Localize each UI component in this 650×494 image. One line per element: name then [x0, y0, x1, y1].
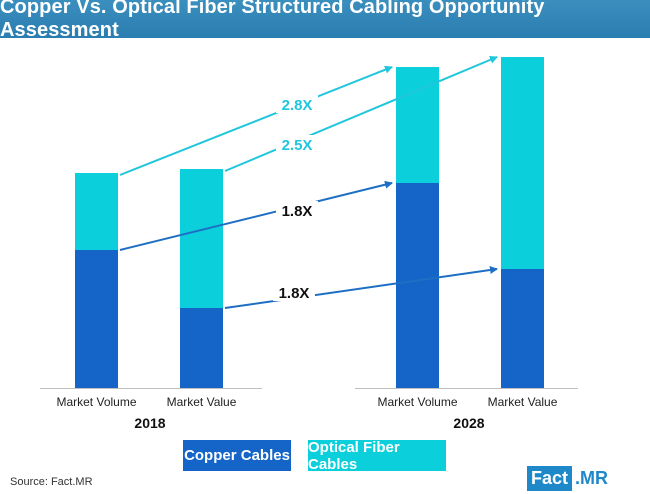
growth-label-0: 2.8X [282, 97, 313, 114]
bar-copper-2 [396, 183, 439, 388]
group-label-2018: 2018 [134, 415, 165, 431]
growth-arrow-1 [224, 56, 498, 172]
growth-label-bg-0 [276, 95, 318, 113]
stacked-bar-chart: Market Volume Market Value Market Volume Ma… [40, 56, 578, 431]
growth-label-3: 1.8X [279, 285, 310, 302]
growth-label-bg-3 [273, 283, 315, 301]
category-label-1: Market Value [167, 395, 237, 409]
chart-title: Copper Vs. Optical Fiber Structured Cabl… [0, 0, 650, 41]
bar-copper-3 [501, 269, 544, 388]
source-note: Source: Fact.MR [10, 476, 93, 488]
legend: Copper Cables Optical Fiber Cables [0, 439, 650, 473]
bar-fiber-1 [180, 169, 223, 308]
bar-fiber-2 [396, 67, 439, 183]
category-label-0: Market Volume [56, 395, 136, 409]
legend-item-optical-fiber-cables: Optical Fiber Cables [308, 439, 446, 473]
category-label-3: Market Value [488, 395, 558, 409]
growth-label-bg-2 [276, 201, 318, 219]
growth-label-2: 1.8X [282, 203, 313, 220]
growth-label-1: 2.5X [282, 137, 313, 154]
bar-copper-1 [180, 308, 223, 388]
growth-arrow-2 [119, 180, 393, 251]
growth-arrow-0 [119, 65, 393, 176]
logo-part-mr: .MR [575, 468, 609, 488]
legend-item-copper-cables: Copper Cables [183, 440, 291, 471]
category-label-2: Market Volume [377, 395, 457, 409]
logo-part-fact: Fact [527, 466, 573, 491]
bar-fiber-0 [75, 173, 118, 250]
fact-mr-logo: Fact .MR [527, 466, 611, 491]
bar-copper-0 [75, 250, 118, 388]
growth-arrow-3 [224, 266, 498, 309]
group-label-2028: 2028 [453, 415, 484, 431]
bar-fiber-3 [501, 57, 544, 269]
growth-label-bg-1 [276, 135, 318, 153]
